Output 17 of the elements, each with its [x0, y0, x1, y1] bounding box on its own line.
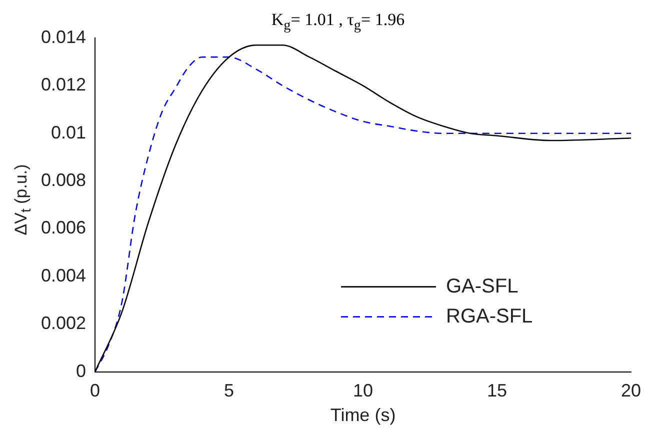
- y-tick-label: 0.006: [40, 218, 86, 238]
- x-tick-label: 10: [353, 380, 374, 401]
- x-tick-label: 5: [224, 380, 234, 401]
- x-tick-label: 15: [486, 380, 508, 401]
- x-axis-title: Time (s): [330, 405, 396, 426]
- y-tick-label: 0.004: [40, 265, 86, 286]
- x-tick-label: 0: [90, 380, 100, 401]
- y-tick-label: 0.008: [40, 170, 86, 190]
- x-tick-label: 20: [620, 380, 642, 401]
- y-tick-label: 0: [76, 360, 86, 381]
- legend-label: GA-SFL: [446, 275, 518, 298]
- legend-label: RGA-SFL: [446, 305, 533, 328]
- chart-title: K$_{g}$= 1.01 , τ$_{g}$= 1.96: [270, 10, 406, 34]
- y-tick-label: 0.01: [50, 122, 86, 142]
- y-tick-label: 0.014: [40, 26, 86, 47]
- y-tick-label: 0.002: [40, 313, 86, 334]
- y-tick-label: 0.012: [40, 74, 86, 95]
